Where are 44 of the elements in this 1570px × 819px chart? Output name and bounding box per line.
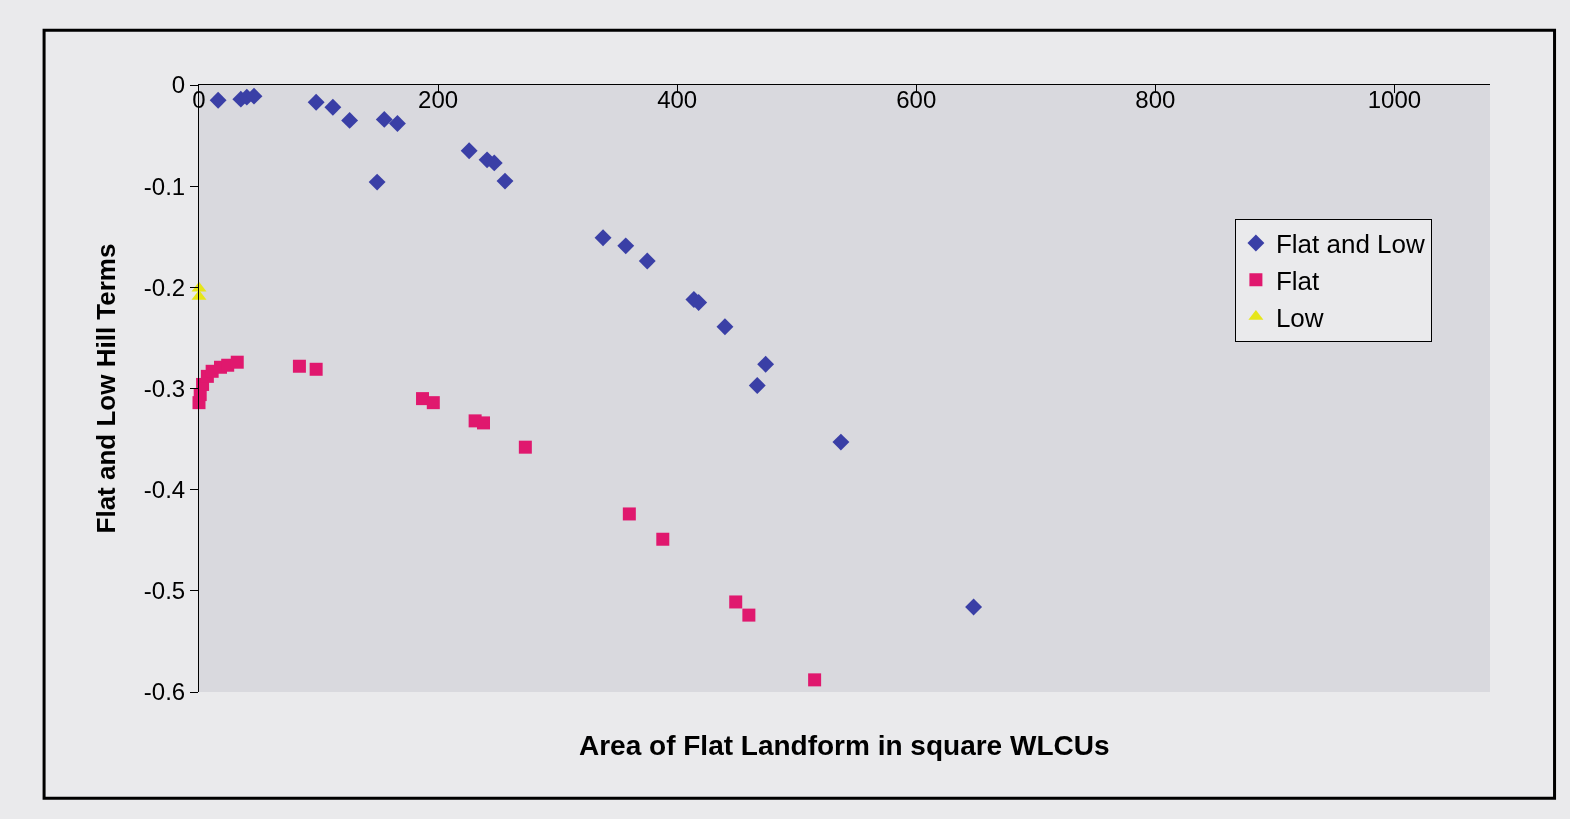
point	[460, 142, 478, 160]
point	[742, 608, 756, 622]
y-tick-label: -0.3	[143, 374, 186, 402]
point	[496, 172, 514, 190]
point	[594, 229, 612, 247]
point	[518, 440, 532, 454]
y-tick-label: -0.4	[143, 476, 186, 504]
y-axis-title: Flat and Low Hill Terms	[91, 243, 122, 534]
point	[832, 433, 850, 451]
point	[209, 91, 227, 109]
legend-label: Flat	[1275, 265, 1321, 296]
point	[388, 114, 406, 132]
x-tick-label: 800	[1135, 86, 1176, 113]
x-axis-title: Area of Flat Landform in square WLCUs	[579, 730, 1110, 761]
point	[808, 673, 822, 687]
point	[757, 355, 775, 373]
x-tick-label: 600	[896, 86, 937, 113]
point	[729, 595, 743, 609]
point	[748, 377, 766, 394]
legend-label: Low	[1275, 302, 1324, 333]
x-tick-label: 200	[418, 86, 459, 113]
point	[716, 318, 734, 336]
point	[617, 237, 635, 255]
point	[309, 362, 323, 376]
point	[375, 110, 393, 128]
point	[477, 416, 490, 430]
y-tick-label: -0.6	[143, 678, 186, 706]
point	[368, 173, 386, 191]
point	[638, 252, 656, 270]
point	[622, 507, 636, 521]
y-tick-label: -0.5	[143, 577, 186, 605]
point	[341, 111, 359, 129]
point	[230, 355, 244, 369]
point	[656, 532, 670, 546]
point	[292, 359, 306, 373]
legend-label: Flat and Low	[1275, 229, 1425, 260]
point	[324, 98, 342, 116]
y-tick-label: -0.2	[143, 273, 186, 301]
point	[426, 396, 440, 410]
point	[307, 93, 325, 111]
x-tick-label: 1000	[1367, 86, 1422, 113]
x-tick-label: 400	[657, 86, 698, 113]
y-tick-label: -0.1	[143, 172, 186, 200]
point	[965, 598, 983, 616]
